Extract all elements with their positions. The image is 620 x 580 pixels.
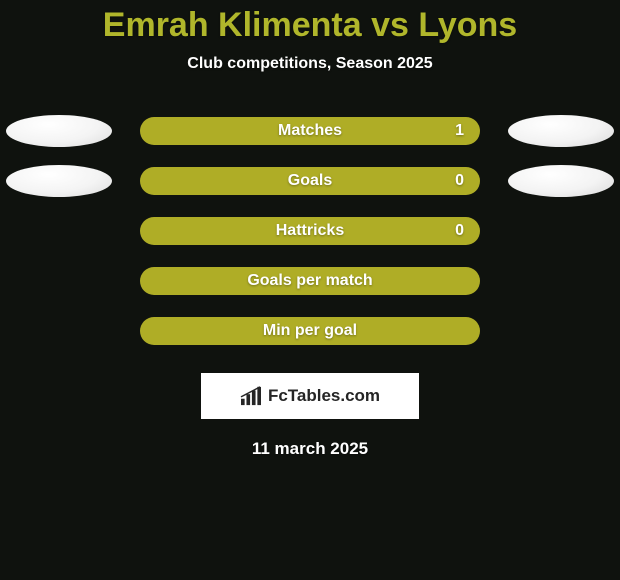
stat-label: Hattricks [276,222,344,240]
stat-row: Min per goal [0,315,620,347]
player-badge-left [6,165,112,197]
stat-bar: Min per goal [140,317,480,345]
stat-row: Hattricks 0 [0,215,620,247]
stat-bar: Goals per match [140,267,480,295]
stat-value-right: 1 [455,122,464,140]
stat-label: Goals per match [247,272,372,290]
stat-row: Goals 0 [0,165,620,197]
stat-label: Matches [278,122,342,140]
logo-card: FcTables.com [201,373,419,419]
stat-bar: Hattricks 0 [140,217,480,245]
stat-label: Min per goal [263,322,357,340]
date-text: 11 march 2025 [0,439,620,459]
player-badge-right [508,115,614,147]
player-badge-left [6,115,112,147]
stat-label: Goals [288,172,332,190]
stats-rows: Matches 1 Goals 0 Hattricks 0 Goals per match M… [0,115,620,347]
stat-value-right: 0 [455,172,464,190]
bar-chart-icon [240,386,262,406]
stat-bar: Goals 0 [140,167,480,195]
player-badge-right [508,165,614,197]
page-title: Emrah Klimenta vs Lyons [0,0,620,49]
stat-value-right: 0 [455,222,464,240]
stat-bar: Matches 1 [140,117,480,145]
logo-text: FcTables.com [268,386,380,406]
subtitle: Club competitions, Season 2025 [0,55,620,73]
stat-row: Goals per match [0,265,620,297]
stat-row: Matches 1 [0,115,620,147]
